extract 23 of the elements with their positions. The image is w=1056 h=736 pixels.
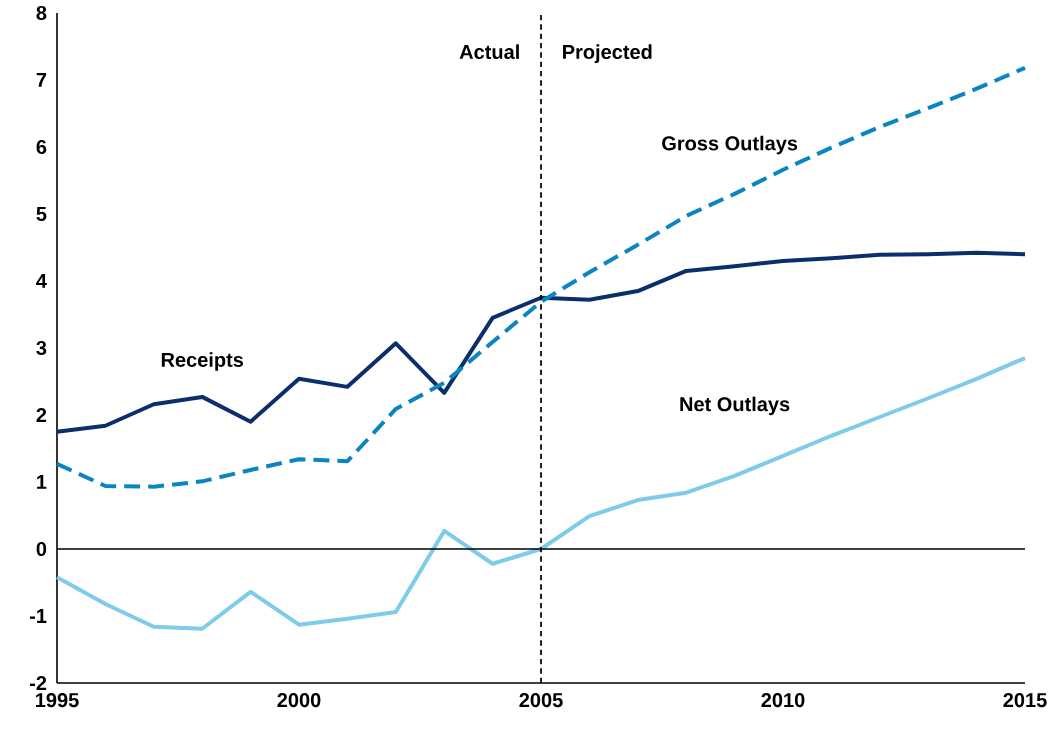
y-tick-label: 0	[36, 541, 47, 556]
series-label: Net Outlays	[680, 396, 790, 416]
line-series	[55, 250, 1028, 434]
x-tick-label: 2005	[519, 692, 563, 708]
x-tick-label: 2000	[277, 692, 321, 708]
line-series	[55, 65, 1028, 489]
annotation: Projected	[563, 44, 652, 63]
y-tick-label: 4	[36, 273, 47, 288]
y-tick-label: 7	[36, 72, 47, 87]
series-label: Receipts	[161, 352, 244, 371]
y-tick-label: 5	[36, 206, 47, 221]
series-label: Gross Outlays	[662, 135, 798, 155]
y-tick-label: 6	[36, 139, 47, 154]
y-tick-label: 3	[36, 340, 47, 355]
y-tick-label: 8	[36, 5, 47, 20]
y-tick-label: 2	[36, 407, 47, 422]
x-tick-label: 2015	[1003, 692, 1047, 708]
y-tick-label: -1	[29, 608, 47, 623]
x-tick-label: 2010	[761, 692, 805, 708]
y-tick-label: -2	[29, 675, 47, 690]
annotation: Actual	[459, 44, 519, 59]
y-tick-label: 1	[37, 474, 47, 489]
x-tick-label: 1995	[36, 692, 79, 708]
